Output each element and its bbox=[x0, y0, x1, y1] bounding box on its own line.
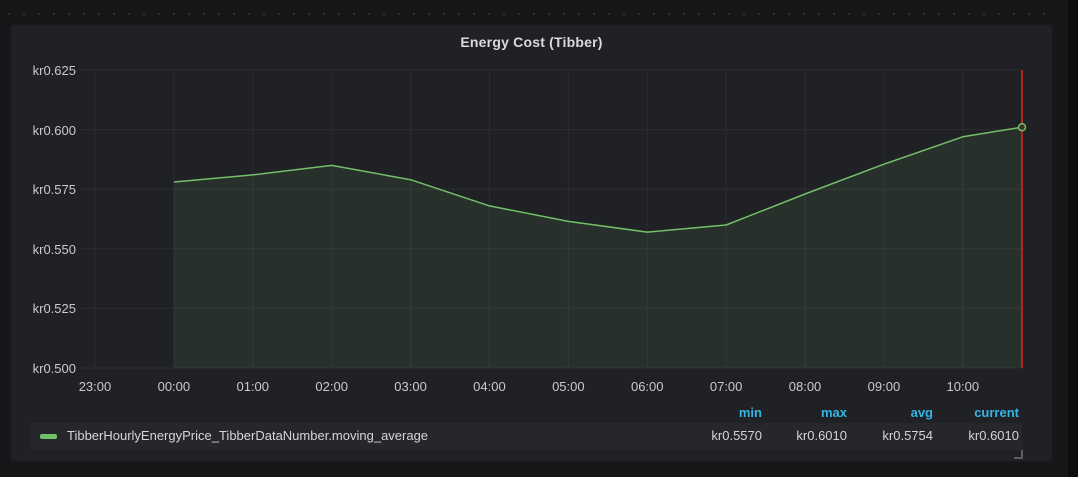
x-axis-label: 02:00 bbox=[315, 379, 348, 394]
y-axis-label: kr0.500 bbox=[32, 361, 76, 376]
y-axis-label: kr0.625 bbox=[32, 63, 76, 78]
stat-header-current[interactable]: current bbox=[974, 405, 1019, 420]
x-axis-label: 01:00 bbox=[236, 379, 270, 394]
series-color-icon[interactable] bbox=[40, 434, 57, 439]
x-axis-label: 04:00 bbox=[473, 379, 506, 394]
x-axis-label: 03:00 bbox=[394, 379, 427, 394]
series-line bbox=[173, 126, 1023, 233]
screen-edge-strip bbox=[1068, 0, 1078, 477]
stat-header-min[interactable]: min bbox=[738, 405, 762, 420]
x-axis-label: 23:00 bbox=[78, 379, 112, 394]
y-axis-label: kr0.525 bbox=[32, 301, 76, 317]
legend-row bbox=[30, 423, 1022, 450]
x-axis-label: 06:00 bbox=[630, 379, 664, 394]
dashboard-dot-pattern bbox=[8, 13, 1052, 15]
stat-value-max: kr0.6010 bbox=[796, 428, 847, 443]
stat-value-avg: kr0.5754 bbox=[882, 428, 933, 443]
y-axis-label: kr0.550 bbox=[32, 241, 76, 257]
chart-canvas bbox=[80, 69, 1027, 369]
stat-value-current: kr0.6010 bbox=[968, 428, 1019, 443]
x-axis-label: 00:00 bbox=[157, 379, 191, 394]
current-value-dot bbox=[1017, 122, 1027, 132]
y-axis-label: kr0.600 bbox=[32, 122, 76, 138]
panel-resize-handle[interactable] bbox=[1014, 450, 1023, 459]
y-axis-label: kr0.575 bbox=[32, 182, 76, 198]
stat-header-max[interactable]: max bbox=[820, 405, 847, 420]
x-axis-label: 10:00 bbox=[946, 379, 980, 394]
x-axis-label: 09:00 bbox=[867, 379, 901, 394]
x-axis-label: 08:00 bbox=[788, 379, 822, 394]
panel-title[interactable]: Energy Cost (Tibber) bbox=[460, 34, 603, 50]
x-axis-label: 05:00 bbox=[552, 379, 585, 394]
plot-area[interactable] bbox=[80, 69, 1027, 369]
x-axis-label: 07:00 bbox=[709, 379, 743, 394]
stat-header-avg[interactable]: avg bbox=[910, 405, 933, 420]
graph-panel: Energy Cost (Tibber) kr0.625 kr0.600 kr0.5… bbox=[11, 25, 1052, 461]
series-area-fill bbox=[173, 127, 1022, 368]
stat-value-min: kr0.5570 bbox=[711, 428, 762, 443]
series-legend-label[interactable]: TibberHourlyEnergyPrice_TibberDataNumber… bbox=[67, 428, 429, 443]
